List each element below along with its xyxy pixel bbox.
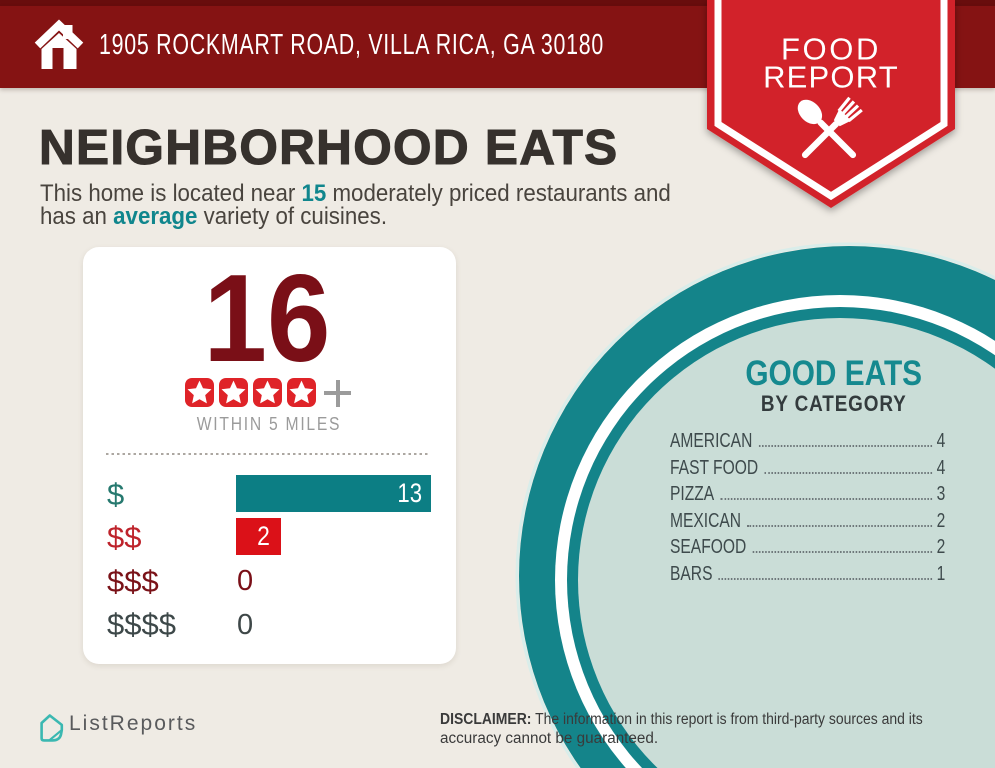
svg-text:FOOD: FOOD	[781, 32, 881, 67]
svg-text:REPORT: REPORT	[763, 60, 899, 95]
